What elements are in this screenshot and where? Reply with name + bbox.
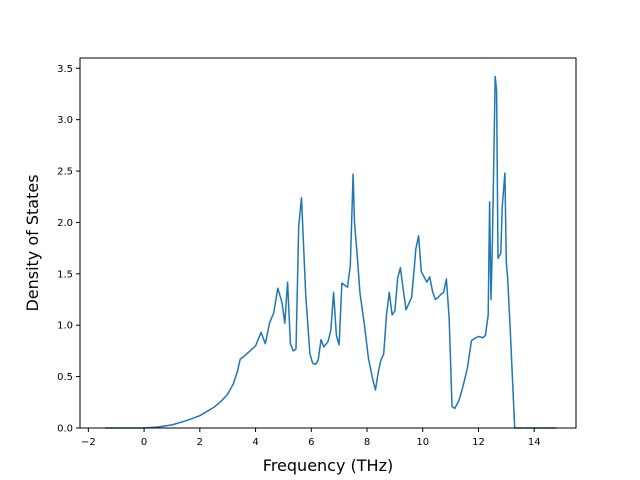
series-layer bbox=[105, 75, 557, 429]
y-tick-label: 1.0 bbox=[57, 321, 73, 332]
y-tick-label: 3.5 bbox=[57, 64, 73, 75]
y-tick-label: 2.5 bbox=[57, 167, 73, 178]
y-tick-label: 0.5 bbox=[57, 372, 73, 383]
x-tick-label: 10 bbox=[416, 437, 429, 448]
y-tick-label: 3.0 bbox=[57, 115, 73, 126]
x-axis: −2 0 2 4 6 8 10 12 14 bbox=[81, 428, 541, 448]
dos-series-line bbox=[105, 75, 557, 429]
plot-area bbox=[79, 57, 577, 429]
x-tick-label: 14 bbox=[528, 437, 541, 448]
x-tick-label: 8 bbox=[364, 437, 370, 448]
axes-frame bbox=[79, 57, 577, 429]
y-axis-title: Density of States bbox=[23, 174, 42, 311]
y-axis: 0.0 0.5 1.0 1.5 2.0 2.5 3.0 3.5 bbox=[57, 64, 80, 435]
x-tick-label: 12 bbox=[472, 437, 485, 448]
x-tick-label: 6 bbox=[308, 437, 314, 448]
y-tick-label: 0.0 bbox=[57, 424, 73, 435]
x-tick-label: −2 bbox=[81, 437, 96, 448]
y-tick-label: 1.5 bbox=[57, 269, 73, 280]
x-tick-label: 2 bbox=[197, 437, 203, 448]
x-tick-label: 0 bbox=[141, 437, 147, 448]
x-tick-label: 4 bbox=[252, 437, 258, 448]
x-axis-title: Frequency (THz) bbox=[263, 456, 393, 475]
y-tick-label: 2.0 bbox=[57, 218, 73, 229]
